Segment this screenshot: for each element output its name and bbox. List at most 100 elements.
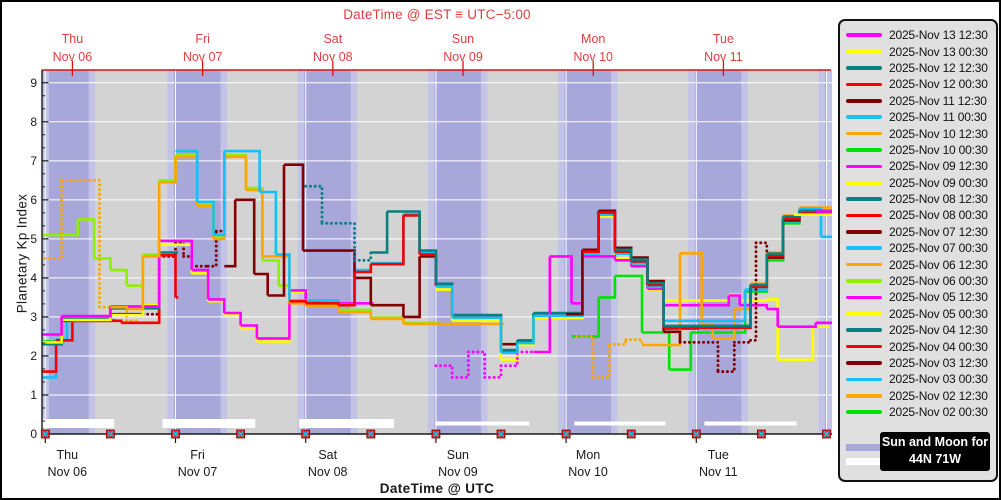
legend-rows: 2025-Nov 13 12:30 2025-Nov 13 00:30 2025-N… bbox=[840, 27, 996, 420]
svg-text:Mon: Mon bbox=[576, 448, 600, 462]
chart-title-top: DateTime @ EST ≡ UTC−5:00 bbox=[343, 7, 531, 22]
svg-text:Nov 07: Nov 07 bbox=[178, 465, 218, 479]
svg-text:Tue: Tue bbox=[713, 32, 734, 46]
legend-line-swatch bbox=[846, 180, 882, 185]
legend-item-label: 2025-Nov 10 00:30 bbox=[889, 142, 988, 157]
sun-moon-legend: Sun and Moon for 44N 71W bbox=[840, 432, 996, 472]
legend-item: 2025-Nov 02 12:30 bbox=[840, 388, 996, 404]
legend-item: 2025-Nov 02 00:30 bbox=[840, 404, 996, 420]
legend-line-swatch bbox=[846, 279, 882, 283]
legend-item-label: 2025-Nov 03 00:30 bbox=[889, 372, 988, 387]
svg-text:Nov 07: Nov 07 bbox=[183, 50, 223, 64]
legend-item: 2025-Nov 07 12:30 bbox=[840, 224, 996, 240]
legend-line-swatch bbox=[846, 262, 882, 267]
legend-item-label: 2025-Nov 07 00:30 bbox=[889, 241, 988, 256]
legend-item: 2025-Nov 08 12:30 bbox=[840, 191, 996, 207]
legend-item-label: 2025-Nov 06 12:30 bbox=[889, 257, 988, 272]
svg-text:Nov 08: Nov 08 bbox=[308, 465, 348, 479]
svg-text:Nov 06: Nov 06 bbox=[53, 50, 93, 64]
svg-text:Nov 08: Nov 08 bbox=[313, 50, 353, 64]
svg-text:Nov 10: Nov 10 bbox=[568, 465, 608, 479]
svg-text:4: 4 bbox=[30, 271, 37, 285]
svg-text:Nov 10: Nov 10 bbox=[573, 50, 613, 64]
legend-item-label: 2025-Nov 07 12:30 bbox=[889, 224, 988, 239]
legend-line-swatch bbox=[846, 98, 882, 103]
legend-item-label: 2025-Nov 10 12:30 bbox=[889, 126, 988, 141]
legend-item: 2025-Nov 10 00:30 bbox=[840, 142, 996, 158]
svg-text:2: 2 bbox=[30, 349, 37, 363]
svg-text:8: 8 bbox=[30, 115, 37, 129]
svg-text:Thu: Thu bbox=[62, 32, 84, 46]
legend-item-label: 2025-Nov 05 00:30 bbox=[889, 306, 988, 321]
svg-text:Nov 11: Nov 11 bbox=[699, 465, 738, 479]
legend-item: 2025-Nov 13 00:30 bbox=[840, 43, 996, 59]
legend-item: 2025-Nov 11 12:30 bbox=[840, 93, 996, 109]
svg-text:Tue: Tue bbox=[708, 448, 729, 462]
legend-line-swatch bbox=[846, 66, 882, 70]
legend-item: 2025-Nov 08 00:30 bbox=[840, 207, 996, 223]
svg-text:Mon: Mon bbox=[581, 32, 605, 46]
legend-line-swatch bbox=[846, 295, 882, 300]
legend-item-label: 2025-Nov 02 00:30 bbox=[889, 405, 988, 420]
legend-line-swatch bbox=[846, 312, 882, 316]
legend-item: 2025-Nov 12 00:30 bbox=[840, 76, 996, 92]
legend-item: 2025-Nov 12 12:30 bbox=[840, 60, 996, 76]
svg-text:9: 9 bbox=[30, 76, 37, 90]
svg-text:3: 3 bbox=[30, 310, 37, 324]
legend-item-label: 2025-Nov 09 00:30 bbox=[889, 175, 988, 190]
legend-line-swatch bbox=[846, 148, 882, 152]
legend-item-label: 2025-Nov 03 12:30 bbox=[889, 356, 988, 370]
legend-line-swatch bbox=[846, 115, 882, 119]
legend-item-label: 2025-Nov 05 12:30 bbox=[889, 290, 988, 305]
legend-item-label: 2025-Nov 13 00:30 bbox=[889, 44, 988, 59]
moon-bar-swatch bbox=[846, 457, 882, 465]
legend-item-label: 2025-Nov 12 00:30 bbox=[889, 77, 988, 92]
legend-item: 2025-Nov 05 00:30 bbox=[840, 306, 996, 322]
legend-item-label: 2025-Nov 08 00:30 bbox=[889, 208, 988, 223]
legend-item: 2025-Nov 11 00:30 bbox=[840, 109, 996, 125]
legend-item-label: 2025-Nov 12 12:30 bbox=[889, 60, 988, 75]
legend-item: 2025-Nov 10 12:30 bbox=[840, 125, 996, 141]
legend-item-label: 2025-Nov 11 00:30 bbox=[889, 110, 987, 125]
svg-text:Sat: Sat bbox=[318, 448, 337, 462]
legend-line-swatch bbox=[846, 131, 882, 136]
legend-item-label: 2025-Nov 04 00:30 bbox=[889, 339, 988, 354]
legend-line-swatch bbox=[846, 197, 882, 201]
svg-text:Nov 09: Nov 09 bbox=[443, 50, 483, 64]
legend-item-label: 2025-Nov 09 12:30 bbox=[889, 159, 988, 174]
sun-moon-note-line2: 44N 71W bbox=[908, 452, 962, 467]
sun-legend-row bbox=[840, 440, 996, 454]
legend-line-swatch bbox=[846, 377, 882, 382]
legend-item: 2025-Nov 04 00:30 bbox=[840, 338, 996, 354]
svg-text:Sun: Sun bbox=[452, 32, 474, 46]
legend-item: 2025-Nov 03 12:30 bbox=[840, 355, 996, 371]
legend-panel: 2025-Nov 13 12:30 2025-Nov 13 00:30 2025-N… bbox=[838, 19, 998, 482]
moon-legend-row bbox=[840, 454, 996, 468]
legend-line-swatch bbox=[846, 246, 882, 251]
svg-text:1: 1 bbox=[30, 388, 37, 402]
legend-line-swatch bbox=[846, 361, 882, 365]
legend-item: 2025-Nov 06 00:30 bbox=[840, 273, 996, 289]
legend-item-label: 2025-Nov 04 12:30 bbox=[889, 323, 988, 338]
svg-text:Nov 09: Nov 09 bbox=[438, 465, 478, 479]
legend-item: 2025-Nov 09 12:30 bbox=[840, 158, 996, 174]
svg-text:0: 0 bbox=[30, 427, 37, 441]
legend-line-swatch bbox=[846, 230, 882, 234]
legend-line-swatch bbox=[846, 393, 882, 398]
svg-text:Sun: Sun bbox=[447, 448, 469, 462]
legend-item-label: 2025-Nov 11 12:30 bbox=[889, 93, 987, 108]
legend-item: 2025-Nov 09 00:30 bbox=[840, 175, 996, 191]
sun-moon-note-line1: Sun and Moon for bbox=[881, 435, 989, 450]
legend-item-label: 2025-Nov 02 12:30 bbox=[889, 388, 988, 403]
legend-line-swatch bbox=[846, 82, 882, 87]
legend-item: 2025-Nov 03 00:30 bbox=[840, 371, 996, 387]
legend-item-label: 2025-Nov 13 12:30 bbox=[889, 28, 988, 43]
legend-item: 2025-Nov 07 00:30 bbox=[840, 240, 996, 256]
sun-moon-note: Sun and Moon for 44N 71W bbox=[880, 432, 990, 472]
legend-item-label: 2025-Nov 06 00:30 bbox=[889, 274, 988, 289]
svg-text:Nov 11: Nov 11 bbox=[704, 50, 743, 64]
svg-text:Fri: Fri bbox=[195, 32, 210, 46]
legend-item: 2025-Nov 04 12:30 bbox=[840, 322, 996, 338]
